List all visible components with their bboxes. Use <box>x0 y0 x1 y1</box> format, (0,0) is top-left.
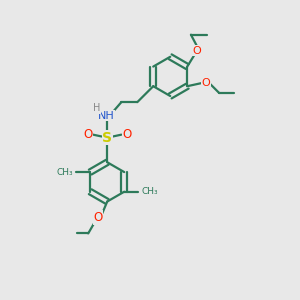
Text: S: S <box>102 131 112 145</box>
Text: H: H <box>93 103 100 113</box>
Text: O: O <box>193 46 201 56</box>
Text: CH₃: CH₃ <box>56 168 73 177</box>
Text: O: O <box>201 78 210 88</box>
Text: CH₃: CH₃ <box>141 187 158 196</box>
Text: O: O <box>93 211 103 224</box>
Text: O: O <box>83 128 92 141</box>
Text: NH: NH <box>98 111 114 121</box>
Text: O: O <box>122 128 131 141</box>
